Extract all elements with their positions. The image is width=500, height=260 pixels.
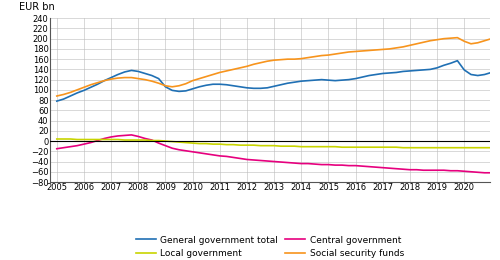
Central government [54,147,60,150]
General government total [54,100,60,103]
Local government [54,138,60,141]
Central government [149,139,155,142]
Central government [414,168,420,171]
Line: General government total: General government total [57,60,500,101]
Local government [318,145,324,148]
Local government [203,142,209,145]
Line: Local government: Local government [57,139,500,148]
Line: Central government: Central government [57,135,500,173]
Local government [400,146,406,149]
General government total [115,73,121,76]
Local government [88,138,94,141]
Central government [482,171,488,174]
Social security funds [88,83,94,86]
Central government [136,135,141,138]
Central government [88,141,94,144]
General government total [142,72,148,75]
General government total [88,86,94,89]
Social security funds [54,94,60,98]
Social security funds [318,54,324,57]
Social security funds [142,78,148,81]
Local government [142,139,148,142]
Line: Social security funds: Social security funds [57,29,500,96]
Social security funds [203,75,209,78]
Central government [128,133,134,136]
Legend: General government total, Local government, Central government, Social security : General government total, Local governme… [136,236,404,258]
Local government [210,142,216,146]
Social security funds [115,76,121,80]
General government total [203,84,209,87]
Central government [326,163,332,166]
Text: EUR bn: EUR bn [19,2,55,12]
Social security funds [210,73,216,76]
General government total [210,83,216,86]
General government total [318,78,324,81]
